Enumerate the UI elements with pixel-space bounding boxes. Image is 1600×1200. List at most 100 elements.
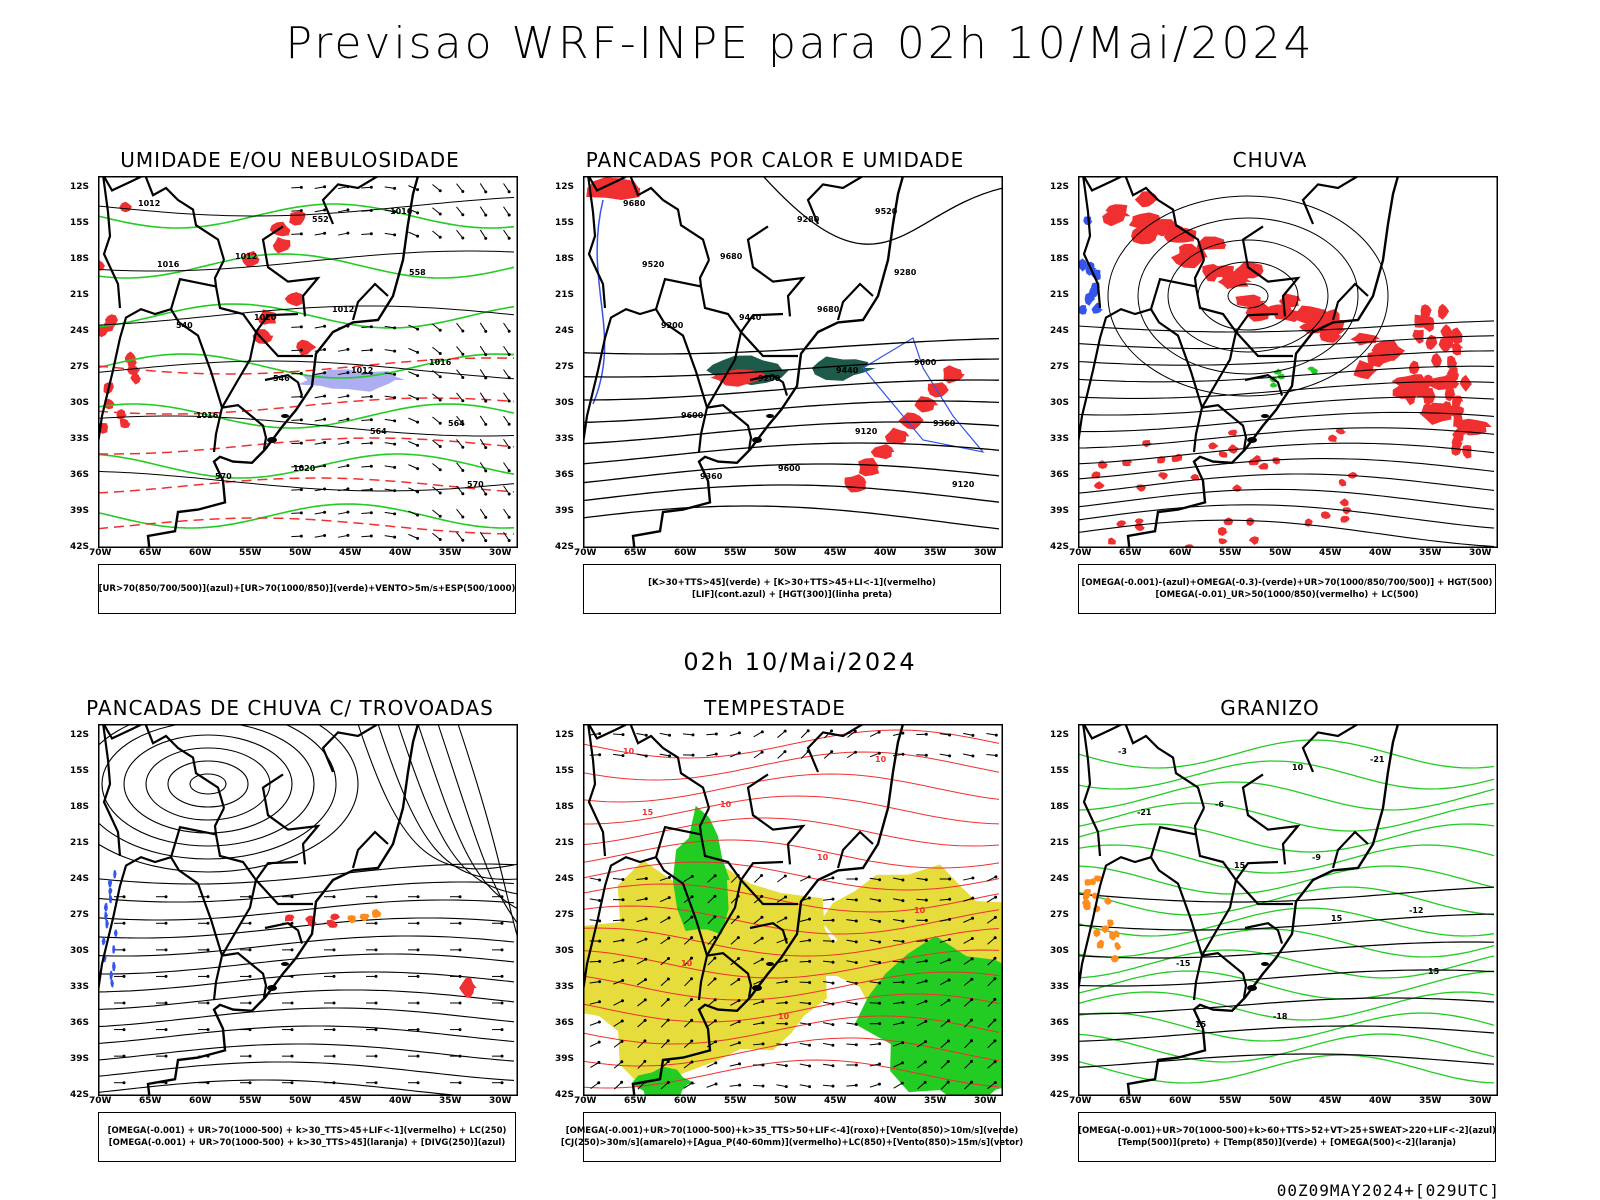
wind-vector-head: [901, 1061, 905, 1065]
temp500-contour: [1078, 941, 1495, 959]
wind-vector-head: [248, 1028, 252, 1032]
longitude-label: 65W: [1119, 548, 1142, 558]
streamline: [98, 1043, 515, 1062]
latitude-label: 42S: [555, 542, 575, 552]
red-rain-area: [1391, 374, 1430, 388]
precipitable-water-contour: [583, 773, 1000, 803]
orange-omega-area: [1091, 892, 1098, 900]
wind-vector-head: [332, 1054, 336, 1058]
wind-vector-head: [713, 935, 717, 939]
wind-vector-head: [507, 213, 511, 217]
wind-vector-head: [323, 324, 327, 328]
wind-vector-head: [461, 236, 465, 240]
wind-vector-head: [760, 874, 764, 878]
longitude-label: 55W: [724, 548, 747, 558]
red-rain-area: [1248, 536, 1259, 545]
orange-omega-area: [1112, 930, 1120, 938]
run-footer: 00Z09MAY2024+[029UTC]: [1276, 1181, 1500, 1200]
contour-label: 546: [273, 374, 290, 383]
height-contour: [1078, 519, 1495, 548]
red-thunderstorm-area: [285, 914, 295, 922]
wind-vector: [361, 349, 372, 352]
latitude-label: 36S: [1050, 470, 1070, 480]
green-humidity-contour: [98, 353, 515, 379]
wind-vector-head: [713, 998, 717, 1002]
latitude-label: 12S: [555, 730, 575, 740]
wind-vector-head: [737, 1041, 741, 1045]
precipitable-water-contour: [583, 905, 1000, 935]
longitude-label: 30W: [1469, 548, 1492, 558]
temp850-contour: [1078, 1012, 1495, 1042]
wind-vector-head: [598, 959, 602, 963]
wind-vector-head: [369, 534, 373, 538]
wind-vector-head: [484, 399, 488, 403]
wind-vector: [892, 919, 904, 922]
temp850-contour: [1078, 760, 1495, 790]
wind-vector-head: [831, 876, 835, 880]
pressure-isobar: [98, 305, 515, 326]
temp500-contour: [1078, 886, 1495, 903]
border-line: [587, 724, 607, 857]
wind-vector-head: [924, 979, 928, 983]
wind-vector: [503, 462, 510, 472]
wind-vector: [384, 418, 395, 422]
wind-vector: [940, 1020, 949, 1028]
wind-vector-head: [346, 394, 350, 398]
panel-title: GRANIZO: [1220, 696, 1320, 720]
blue-divergence: [101, 936, 106, 946]
precipitable-water-contour: [583, 927, 1000, 957]
wind-vector: [684, 978, 692, 987]
latitude-label: 39S: [70, 506, 90, 516]
wind-vector: [361, 442, 372, 445]
wind-vector: [893, 1042, 903, 1047]
wind-vector: [408, 533, 418, 539]
wind-vector: [503, 531, 510, 541]
border-line: [629, 724, 711, 809]
red-rain-area: [1163, 227, 1197, 243]
wind-vector: [408, 371, 418, 377]
panel-chuva: CHUVA [OMEGA(-0.001)-(azul)+OMEGA(-0.3)-…: [1030, 148, 1510, 628]
thickness-line: [98, 437, 515, 455]
wind-vector-head: [993, 1039, 997, 1043]
red-humidity-area: [284, 292, 304, 307]
wind-vector-head: [507, 515, 511, 519]
wind-vector: [408, 440, 418, 446]
wind-vector: [384, 232, 395, 236]
wind-vector-head: [248, 921, 252, 925]
wind-vector: [432, 509, 441, 517]
wind-vector-head: [924, 878, 928, 882]
wind-vector: [800, 730, 809, 739]
border-line: [254, 312, 313, 358]
pressure-isobar: [98, 415, 515, 437]
wind-vector-head: [323, 417, 327, 421]
latitude-label: 30S: [555, 946, 575, 956]
wind-vector-head: [248, 974, 252, 978]
red-instability-area: [927, 382, 950, 398]
blue-divergence: [104, 911, 109, 921]
contour-label: 10: [623, 747, 635, 756]
latitude-label: 24S: [555, 326, 575, 336]
wind-vector-head: [784, 1085, 788, 1089]
border-line: [351, 282, 389, 321]
wind-vector-head: [713, 915, 717, 919]
main-title: Previsao WRF-INPE para 02h 10/Mai/2024: [285, 18, 1315, 69]
wind-vector: [314, 465, 325, 468]
wind-vector-head: [438, 352, 442, 356]
wind-vector-head: [323, 464, 327, 468]
wind-vector-head: [620, 1019, 624, 1023]
wind-vector-head: [598, 919, 602, 923]
wind-vector-head: [206, 974, 210, 978]
wind-vector-head: [393, 372, 397, 376]
wind-vector-head: [290, 948, 294, 952]
height-contour: [1078, 427, 1495, 449]
wind-vector-head: [808, 938, 812, 942]
wind-vector-head: [438, 212, 442, 216]
height-contour: [1078, 473, 1495, 494]
latitude-label: 24S: [1050, 326, 1070, 336]
wind-vector-head: [500, 1001, 504, 1005]
coastline: [146, 724, 420, 1096]
panel-title: PANCADAS POR CALOR E UMIDADE: [585, 148, 965, 172]
wind-vector: [503, 206, 510, 216]
wind-vector-head: [970, 1080, 974, 1084]
